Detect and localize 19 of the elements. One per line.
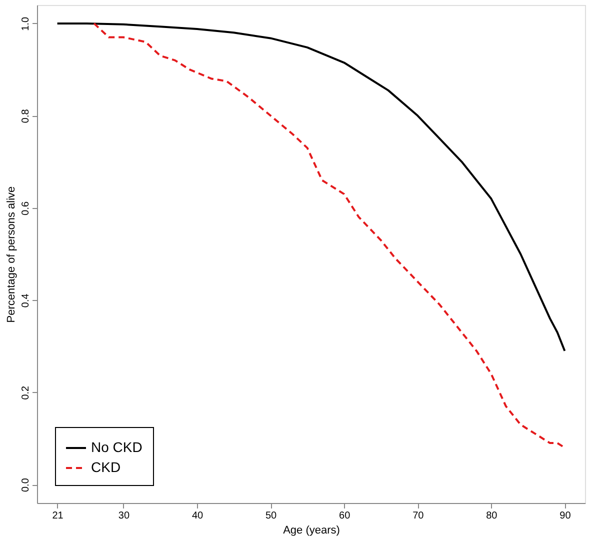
x-tick-label: 60 (339, 510, 351, 522)
y-tick-label: 0.2 (20, 385, 32, 400)
x-tick-label: 50 (265, 510, 278, 522)
x-tick-label: 90 (560, 510, 572, 522)
legend-label: No CKD (91, 439, 142, 455)
y-tick-label: 0.0 (20, 478, 32, 492)
x-tick-label: 30 (118, 510, 130, 522)
y-tick-label: 0.4 (20, 293, 32, 308)
x-axis-title: Age (years) (283, 524, 340, 536)
line-series (56, 22, 566, 352)
x-tick-label: 40 (192, 510, 204, 522)
y-tick-label: 0.6 (20, 201, 32, 216)
y-tick-label: 1.0 (20, 16, 32, 31)
legend-label: CKD (91, 459, 121, 475)
x-tick-label: 80 (486, 510, 498, 522)
y-axis-title: Percentage of persons alive (6, 186, 18, 323)
x-tick-label: 21 (52, 510, 64, 522)
x-tick-label: 70 (412, 510, 424, 522)
y-tick-label: 0.8 (20, 108, 32, 124)
